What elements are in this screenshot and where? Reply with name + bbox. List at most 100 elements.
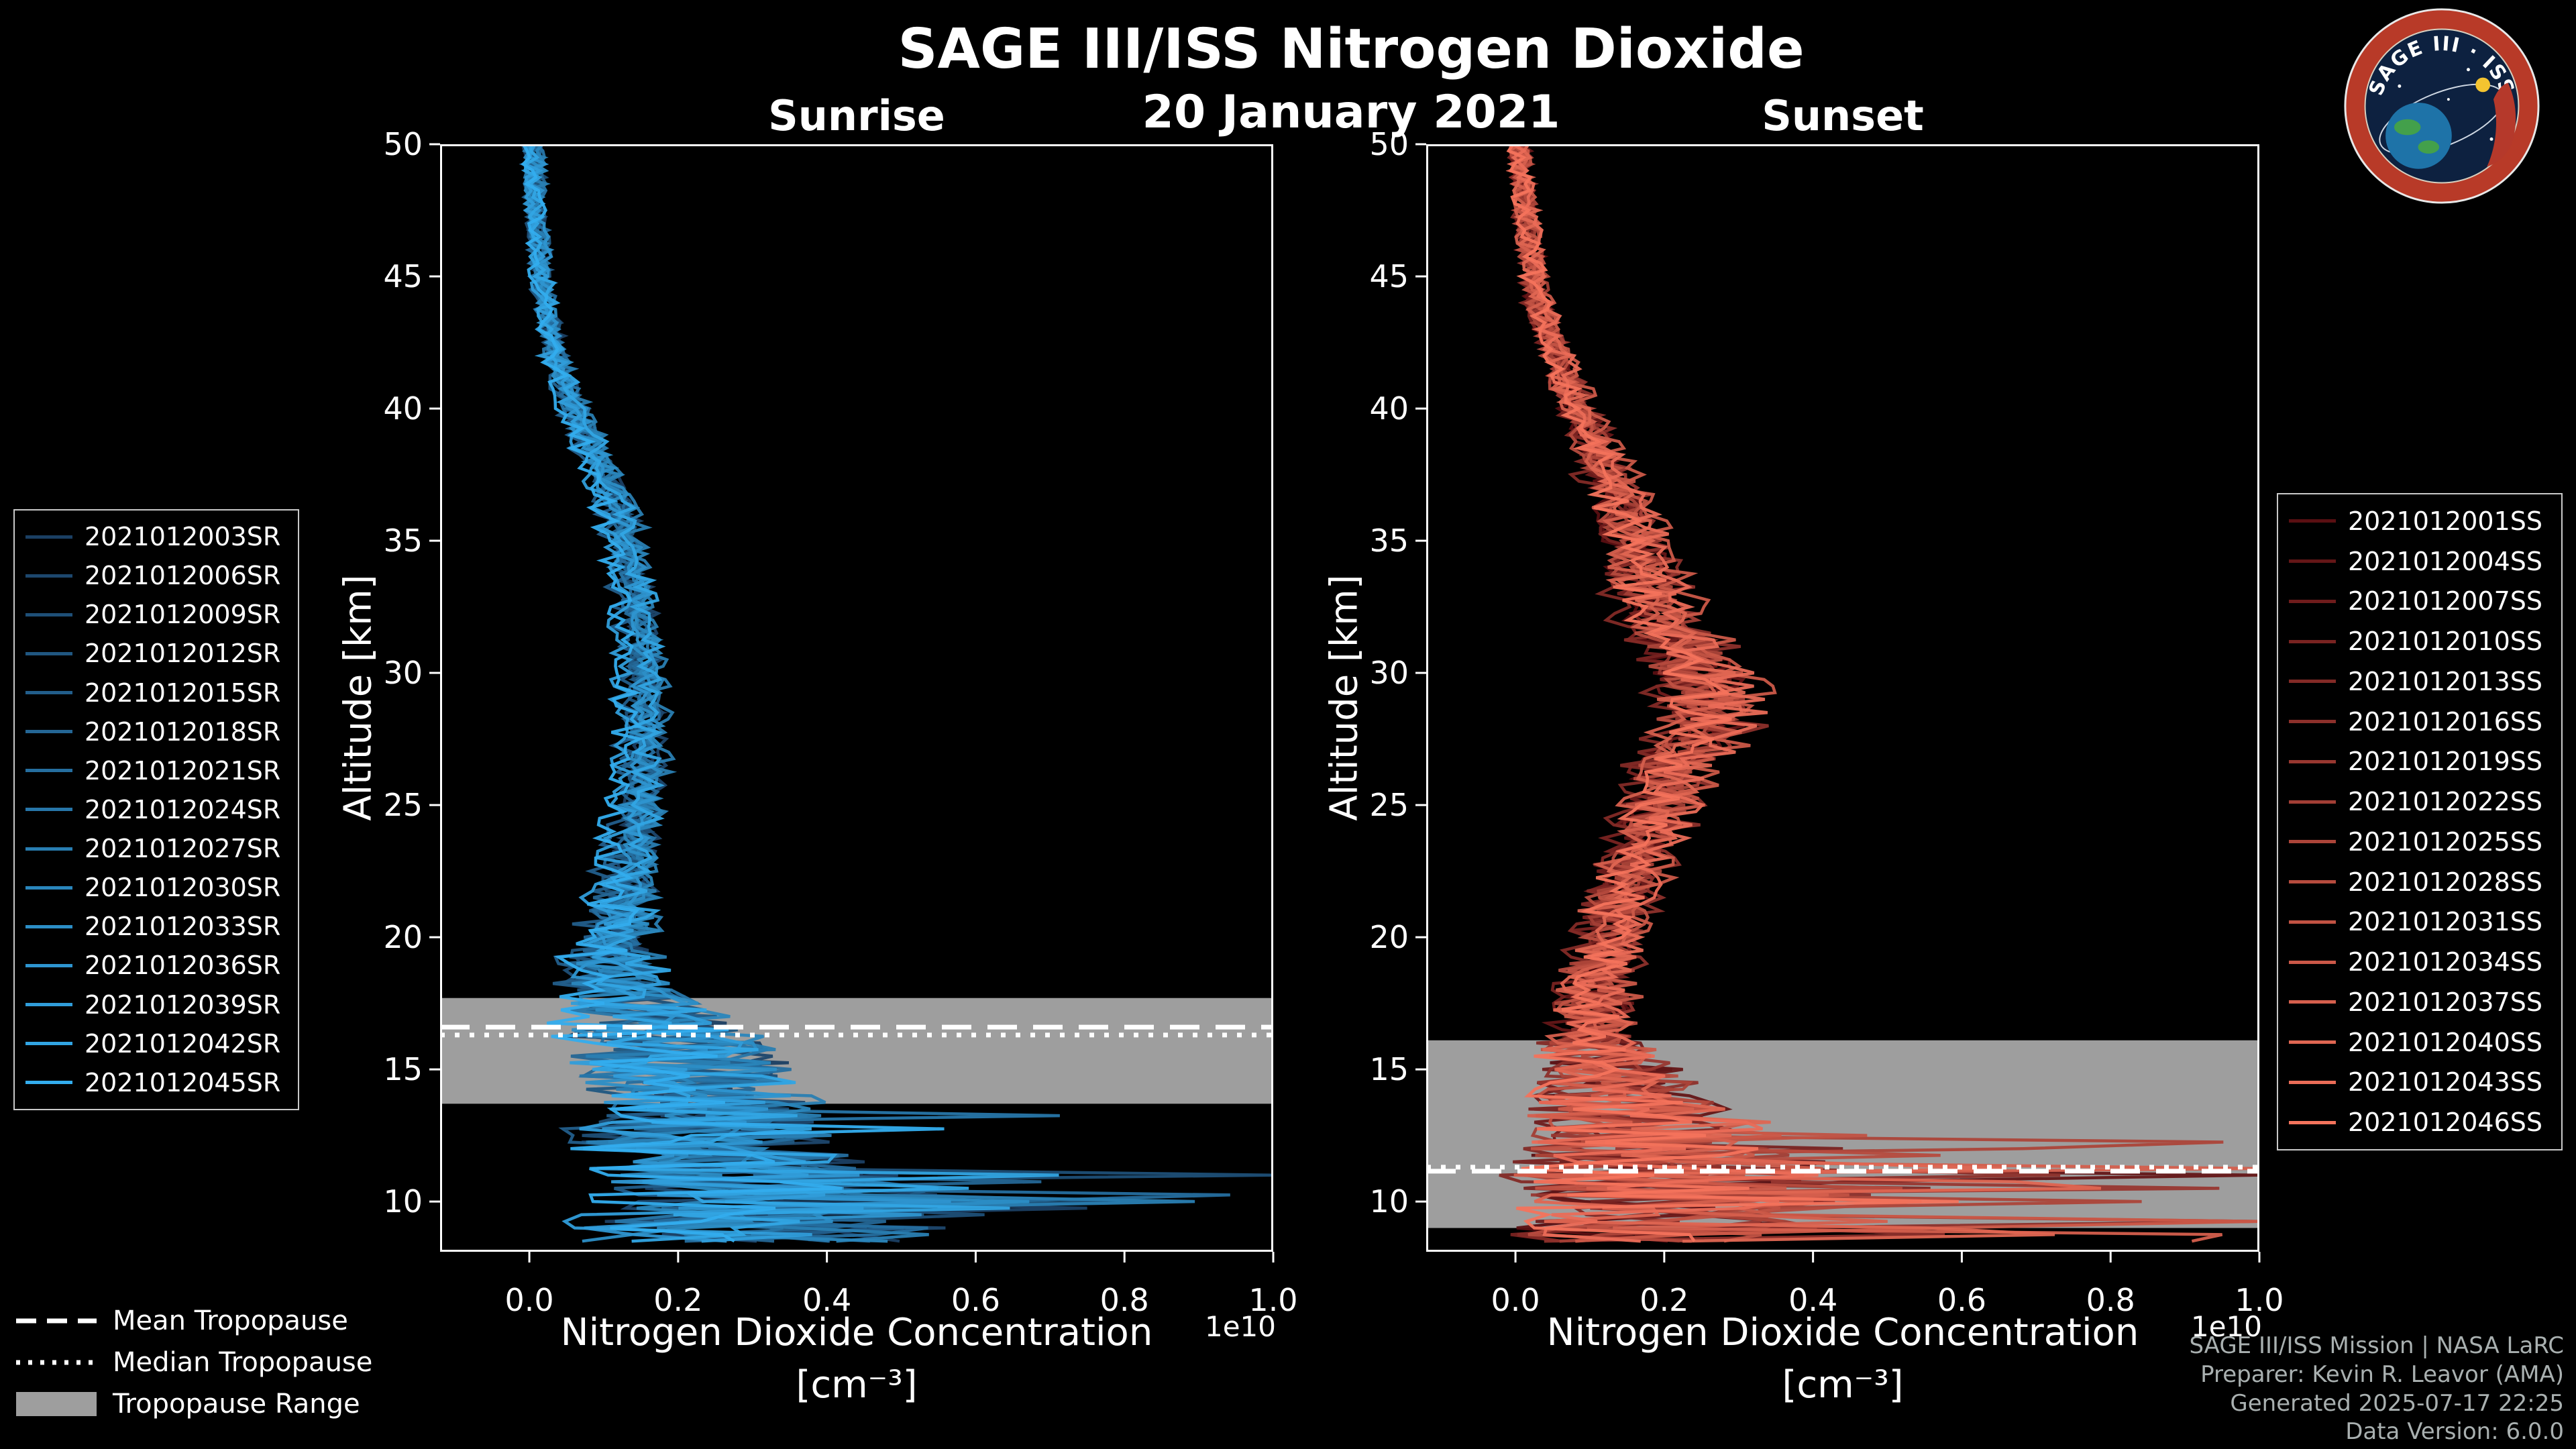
logo-sun-icon [2475, 77, 2491, 93]
x-axis-offset-label: 1e10 [1205, 1310, 1276, 1343]
legend-line-swatch [25, 924, 72, 928]
plot-frame [440, 144, 1273, 1252]
credits-data-version: Data Version: 6.0.0 [2345, 1418, 2564, 1446]
y-tick-label: 40 [1369, 390, 1409, 427]
legend-line-swatch [25, 1003, 72, 1007]
sunrise-y-axis-label: Altitude [km] [336, 574, 380, 821]
legend-item: 2021012043SS [2289, 1067, 2551, 1097]
legend-item-label: 2021012007SS [2348, 586, 2543, 616]
legend-line-swatch [2289, 680, 2336, 684]
y-tick-label: 45 [383, 258, 423, 294]
legend-line-swatch [2289, 599, 2336, 603]
legend-item: 2021012031SS [2289, 907, 2551, 936]
legend-item: 2021012015SR [25, 678, 287, 708]
tropopause-range-band [440, 998, 1273, 1104]
legend-item-label: 2021012042SR [85, 1028, 281, 1059]
date-subtitle: 20 January 2021 [1142, 86, 1560, 139]
legend-item-label: 2021012012SR [85, 639, 281, 669]
legend-line-swatch [2289, 1040, 2336, 1044]
legend-line-swatch [25, 574, 72, 578]
y-tick-label: 10 [383, 1183, 423, 1220]
legend-item: 2021012042SR [25, 1029, 287, 1059]
median-tropopause-swatch-icon [16, 1360, 97, 1365]
legend-item-label: 2021012037SS [2348, 987, 2543, 1017]
legend-item: 2021012013SS [2289, 667, 2551, 696]
x-tick-label: 0.8 [1100, 1282, 1149, 1318]
legend-item-label: 2021012019SS [2348, 747, 2543, 777]
x-axis-offset-label: 1e10 [2191, 1310, 2262, 1343]
legend-item-label: 2021012028SS [2348, 867, 2543, 897]
legend-item-label: 2021012021SR [85, 755, 281, 786]
y-tick-label: 35 [1369, 523, 1409, 559]
legend-line-swatch [25, 612, 72, 616]
legend-line-swatch [2289, 960, 2336, 964]
legend-line-swatch [2289, 1080, 2336, 1084]
legend-item: 2021012033SR [25, 912, 287, 941]
legend-item: 2021012040SS [2289, 1028, 2551, 1057]
y-tick-label: 50 [1369, 126, 1409, 162]
legend-item-label: 2021012031SS [2348, 907, 2543, 937]
legend-line-swatch [2289, 519, 2336, 523]
x-tick-label: 1.0 [1248, 1282, 1297, 1318]
legend-item: 2021012046SS [2289, 1108, 2551, 1137]
x-tick-label: 1.0 [2235, 1282, 2284, 1318]
legend-item-label: 2021012034SS [2348, 947, 2543, 977]
y-tick-label: 30 [383, 655, 423, 691]
legend-line-swatch [2289, 920, 2336, 924]
legend-item: 2021012030SR [25, 873, 287, 902]
legend-item-label: 2021012043SS [2348, 1067, 2543, 1097]
x-tick-label: 0.6 [1937, 1282, 1986, 1318]
legend-line-swatch [25, 847, 72, 851]
credits-generated: Generated 2025-07-17 22:25 [2230, 1389, 2564, 1417]
legend-line-swatch [2289, 759, 2336, 763]
legend-item-label: 2021012004SS [2348, 546, 2543, 576]
credits-mission: SAGE III/ISS Mission | NASA LaRC [2189, 1332, 2564, 1359]
y-tick-label: 15 [383, 1051, 423, 1087]
legend-item: 2021012028SS [2289, 867, 2551, 897]
legend-item: 2021012036SR [25, 951, 287, 980]
median-tropopause-label: Median Tropopause [113, 1347, 373, 1378]
sunset-legend: 2021012001SS 2021012004SS 2021012007SS 2021… [2277, 493, 2563, 1150]
y-tick-label: 50 [383, 126, 423, 162]
legend-item: 2021012016SS [2289, 707, 2551, 737]
y-tick-label: 20 [383, 919, 423, 955]
legend-item-label: 2021012024SR [85, 794, 281, 824]
legend-item-label: 2021012045SR [85, 1067, 281, 1097]
legend-item-label: 2021012025SS [2348, 826, 2543, 857]
legend-item-label: 2021012046SS [2348, 1108, 2543, 1138]
legend-item-label: 2021012006SR [85, 561, 281, 591]
tropopause-range-label: Tropopause Range [113, 1389, 360, 1419]
legend-item: 2021012024SR [25, 795, 287, 824]
legend-item-label: 2021012003SR [85, 522, 281, 552]
legend-item: 2021012010SS [2289, 627, 2551, 656]
profile-line [521, 144, 945, 1243]
sage-iii-iss-logo: SAGE III · ISS [2343, 7, 2541, 205]
legend-line-swatch [2289, 800, 2336, 804]
legend-item-label: 2021012036SR [85, 951, 281, 981]
legend-item: 2021012009SR [25, 600, 287, 629]
legend-item-label: 2021012027SR [85, 834, 281, 864]
legend-item: 2021012007SS [2289, 586, 2551, 616]
legend-line-swatch [25, 769, 72, 773]
tropopause-legend-range-row: Tropopause Range [16, 1383, 372, 1425]
legend-item-label: 2021012030SR [85, 873, 281, 903]
legend-line-swatch [2289, 720, 2336, 724]
y-tick-label: 25 [383, 787, 423, 823]
legend-line-swatch [25, 691, 72, 695]
tropopause-legend-mean-row: Mean Tropopause [16, 1300, 372, 1342]
sunrise-x-axis-label-line2: [cm⁻³] [796, 1363, 918, 1407]
legend-line-swatch [25, 730, 72, 734]
profile-line [1506, 144, 1959, 1242]
credits-preparer: Preparer: Kevin R. Leavor (AMA) [2200, 1360, 2564, 1388]
y-tick-label: 10 [1369, 1183, 1409, 1220]
legend-line-swatch [2289, 1000, 2336, 1004]
legend-item: 2021012012SR [25, 639, 287, 668]
sunrise-x-axis-label: Nitrogen Dioxide Concentration [cm⁻³] [561, 1307, 1153, 1412]
legend-item-label: 2021012039SR [85, 989, 281, 1020]
legend-item: 2021012001SS [2289, 506, 2551, 536]
legend-item: 2021012039SR [25, 990, 287, 1020]
main-title: SAGE III/ISS Nitrogen Dioxide [898, 17, 1805, 81]
sunrise-panel-title: Sunrise [768, 91, 945, 140]
tropopause-range-swatch [16, 1392, 97, 1416]
y-tick-label: 20 [1369, 919, 1409, 955]
